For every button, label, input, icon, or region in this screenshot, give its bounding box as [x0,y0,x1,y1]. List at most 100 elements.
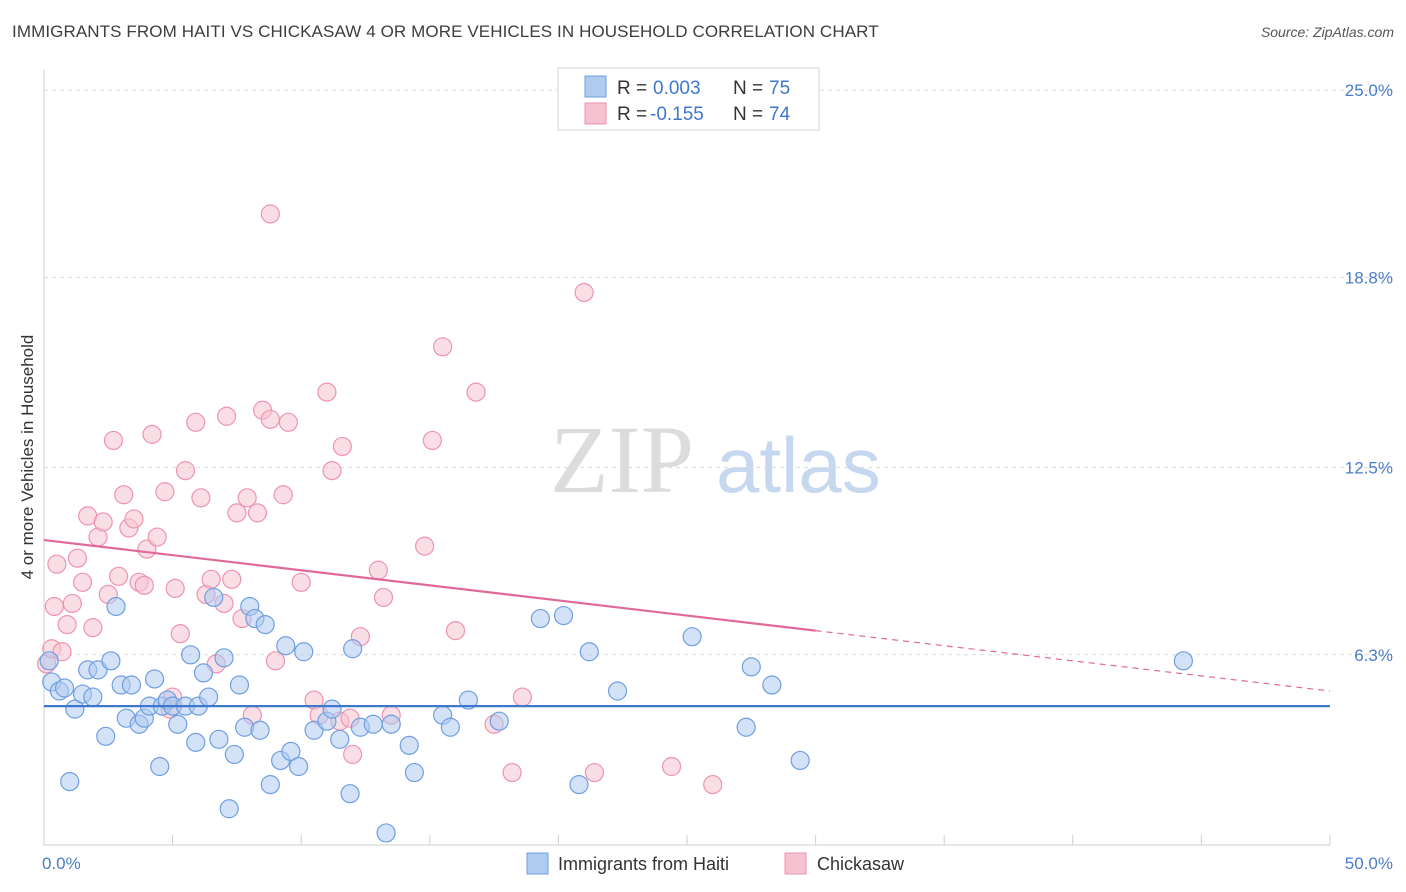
legend-r-label-haiti: R = [617,78,652,99]
haiti-point [553,605,574,626]
haiti-point [741,657,761,677]
chickasaw-point [661,756,682,777]
chickasaw-point [147,527,167,547]
y-tick-label: 25.0% [1345,81,1393,100]
chickasaw-point [332,436,352,457]
legend-n-label-chickasaw: N = [733,104,768,125]
watermark-zip: ZIP [550,406,694,513]
haiti-point [96,726,116,746]
chickasaw-point [273,485,293,505]
chickasaw-point [260,409,280,429]
haiti-point [376,823,396,843]
chickasaw-point [155,482,175,502]
chickasaw-point [175,461,196,481]
haiti-point [381,714,401,734]
chickasaw-point [466,382,486,402]
chickasaw-point [114,485,134,505]
haiti-point [39,651,59,671]
haiti-point [186,732,206,752]
haiti-point [790,750,810,771]
chickasaw-point [62,593,82,614]
legend-r-value-haiti: 0.003 [653,78,701,99]
chickasaw-trend-line [43,538,816,632]
haiti-point [530,608,550,629]
chickasaw-point [368,560,388,580]
haiti-point [235,717,255,737]
chickasaw-point [142,424,162,444]
haiti-point [150,756,170,777]
haiti-point [489,711,509,731]
stats-legend: R = 0.003 N = 75 R = -0.155 N = 74 [557,67,820,131]
haiti-point [1173,651,1193,671]
legend-r-value-chickasaw: -0.155 [650,104,704,125]
chickasaw-point [574,282,594,303]
chickasaw-point [422,430,442,451]
chickasaw-point [415,536,435,556]
chickasaw-point [433,337,453,357]
chickasaw-point [165,578,185,598]
y-axis-label: 4 or more Vehicles in Household [18,335,37,580]
haiti-point [181,645,201,665]
chickasaw-point [47,554,67,574]
haiti-point [224,744,244,765]
haiti-point [168,714,188,734]
haiti-point [322,699,342,719]
haiti-point [204,587,224,608]
chickasaw-point [93,512,113,532]
legend-n-label-haiti: N = [733,78,768,99]
chickasaw-point [373,587,394,608]
chickasaw-point [201,569,221,589]
haiti-point [214,648,234,668]
haiti-point [199,687,219,707]
legend-n-value-haiti: 75 [769,78,790,99]
chickasaw-trend-line-extension [815,630,1331,692]
haiti-point [404,762,424,783]
haiti-point [569,775,589,795]
haiti-point [260,775,280,795]
chickasaw-point [124,509,144,529]
chickasaw-point [67,548,88,568]
haiti-point [65,699,85,719]
legend-swatch-haiti [584,75,607,98]
source-credit: Source: ZipAtlas.com [1260,24,1394,40]
chickasaw-point [108,566,129,586]
haiti-point [276,636,296,656]
chickasaw-point [237,488,257,508]
chart-title: IMMIGRANTS FROM HAITI VS CHICKASAW 4 OR … [12,22,879,41]
chickasaw-point [170,624,190,644]
haiti-point [343,639,363,659]
haiti-point [209,729,229,749]
haiti-point [294,642,314,662]
haiti-point [54,678,75,698]
haiti-point [219,799,239,819]
chickasaw-point [343,744,363,765]
chickasaw-point [83,618,103,638]
series-legend: Immigrants from Haiti Chickasaw [526,852,905,875]
haiti-point [106,596,126,617]
chickasaw-point [445,621,466,641]
chickasaw-point [222,569,242,589]
chickasaw-point [502,762,522,783]
haiti-point [255,614,275,635]
chickasaw-point [72,572,93,592]
series-legend-label-haiti: Immigrants from Haiti [558,854,729,874]
y-tick-label: 18.8% [1345,268,1393,287]
chickasaw-point [291,572,311,592]
haiti-point [440,717,460,737]
haiti-point [399,735,419,755]
chickasaw-point [265,651,286,671]
x-tick-label-max: 50.0% [1345,854,1393,873]
chickasaw-point [227,503,247,523]
chickasaw-point [186,412,206,432]
haiti-point [281,741,301,762]
haiti-point [458,690,478,710]
scatter-points [36,204,1193,843]
x-axis-ticks [43,835,1331,845]
haiti-point [363,714,383,734]
haiti-point [83,687,103,707]
chickasaw-point [703,775,723,795]
legend-n-value-chickasaw: 74 [769,104,791,125]
legend-r-label-chickasaw: R = [617,104,652,125]
y-tick-labels: 6.3% 12.5% 18.8% 25.0% [1345,81,1393,665]
